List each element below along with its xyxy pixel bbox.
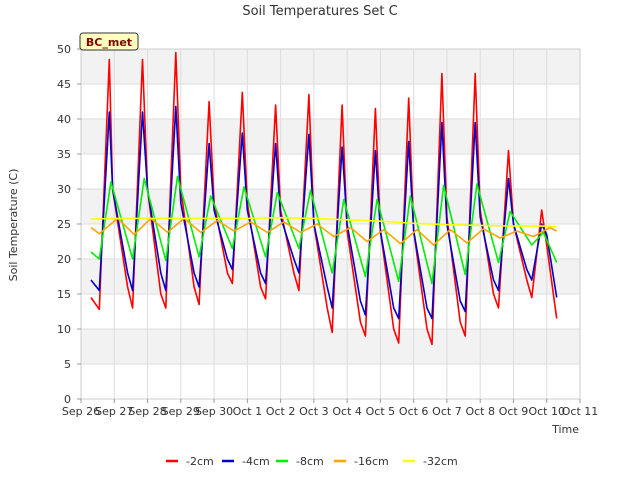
background-band bbox=[81, 329, 580, 364]
y-tick-label: 50 bbox=[57, 43, 71, 56]
y-tick-label: 45 bbox=[57, 78, 71, 91]
x-tick-label: Sep 29 bbox=[162, 405, 200, 418]
legend: -2cm -4cm -8cm -16cm -32cm bbox=[166, 455, 458, 468]
series-line-32cmcm bbox=[90, 216, 557, 228]
x-tick-label: Oct 6 bbox=[399, 405, 429, 418]
series-group bbox=[90, 51, 558, 346]
y-tick-label: 15 bbox=[57, 288, 71, 301]
x-tick-label: Oct 4 bbox=[332, 405, 362, 418]
background-band bbox=[81, 49, 580, 84]
series-line-4cmcm bbox=[90, 105, 558, 320]
y-tick-label: 30 bbox=[57, 183, 71, 196]
legend-label: -32cm bbox=[423, 455, 458, 468]
chart-title: Soil Temperatures Set C bbox=[242, 4, 397, 19]
x-tick-label: Oct 1 bbox=[233, 405, 263, 418]
legend-label: -4cm bbox=[242, 455, 270, 468]
y-axis-ticks: 0 5 10 15 20 25 30 35 40 45 50 bbox=[57, 43, 81, 406]
x-tick-label: Oct 7 bbox=[432, 405, 462, 418]
y-tick-label: 0 bbox=[64, 393, 71, 406]
y-tick-label: 20 bbox=[57, 253, 71, 266]
x-tick-label: Oct 10 bbox=[528, 405, 565, 418]
x-tick-label: Sep 26 bbox=[62, 405, 100, 418]
x-tick-label: Oct 3 bbox=[299, 405, 329, 418]
x-tick-label: Oct 9 bbox=[499, 405, 529, 418]
x-tick-label: Sep 27 bbox=[95, 405, 133, 418]
grid bbox=[80, 48, 581, 400]
x-tick-label: Oct 2 bbox=[266, 405, 296, 418]
y-tick-label: 35 bbox=[57, 148, 71, 161]
series-line-16cmcm bbox=[90, 217, 558, 246]
x-tick-label: Sep 30 bbox=[195, 405, 233, 418]
y-tick-label: 10 bbox=[57, 323, 71, 336]
y-tick-label: 40 bbox=[57, 113, 71, 126]
legend-label: -16cm bbox=[354, 455, 389, 468]
background-band bbox=[81, 119, 580, 154]
annotation-badge: BC_met bbox=[79, 32, 139, 51]
x-tick-label: Oct 8 bbox=[465, 405, 495, 418]
background-bands bbox=[81, 49, 580, 364]
annotation-box bbox=[79, 32, 139, 51]
annotation-text: BC_met bbox=[86, 36, 132, 49]
x-tick-label: Sep 28 bbox=[128, 405, 166, 418]
y-axis-label: Soil Temperature (C) bbox=[7, 169, 20, 282]
y-tick-label: 5 bbox=[64, 358, 71, 371]
series-line-8cmcm bbox=[90, 175, 558, 285]
x-tick-label: Oct 5 bbox=[366, 405, 396, 418]
x-axis-label: Time bbox=[551, 423, 579, 436]
legend-label: -8cm bbox=[296, 455, 324, 468]
y-tick-label: 25 bbox=[57, 218, 71, 231]
legend-label: -2cm bbox=[186, 455, 214, 468]
x-tick-label: Oct 11 bbox=[562, 405, 599, 418]
